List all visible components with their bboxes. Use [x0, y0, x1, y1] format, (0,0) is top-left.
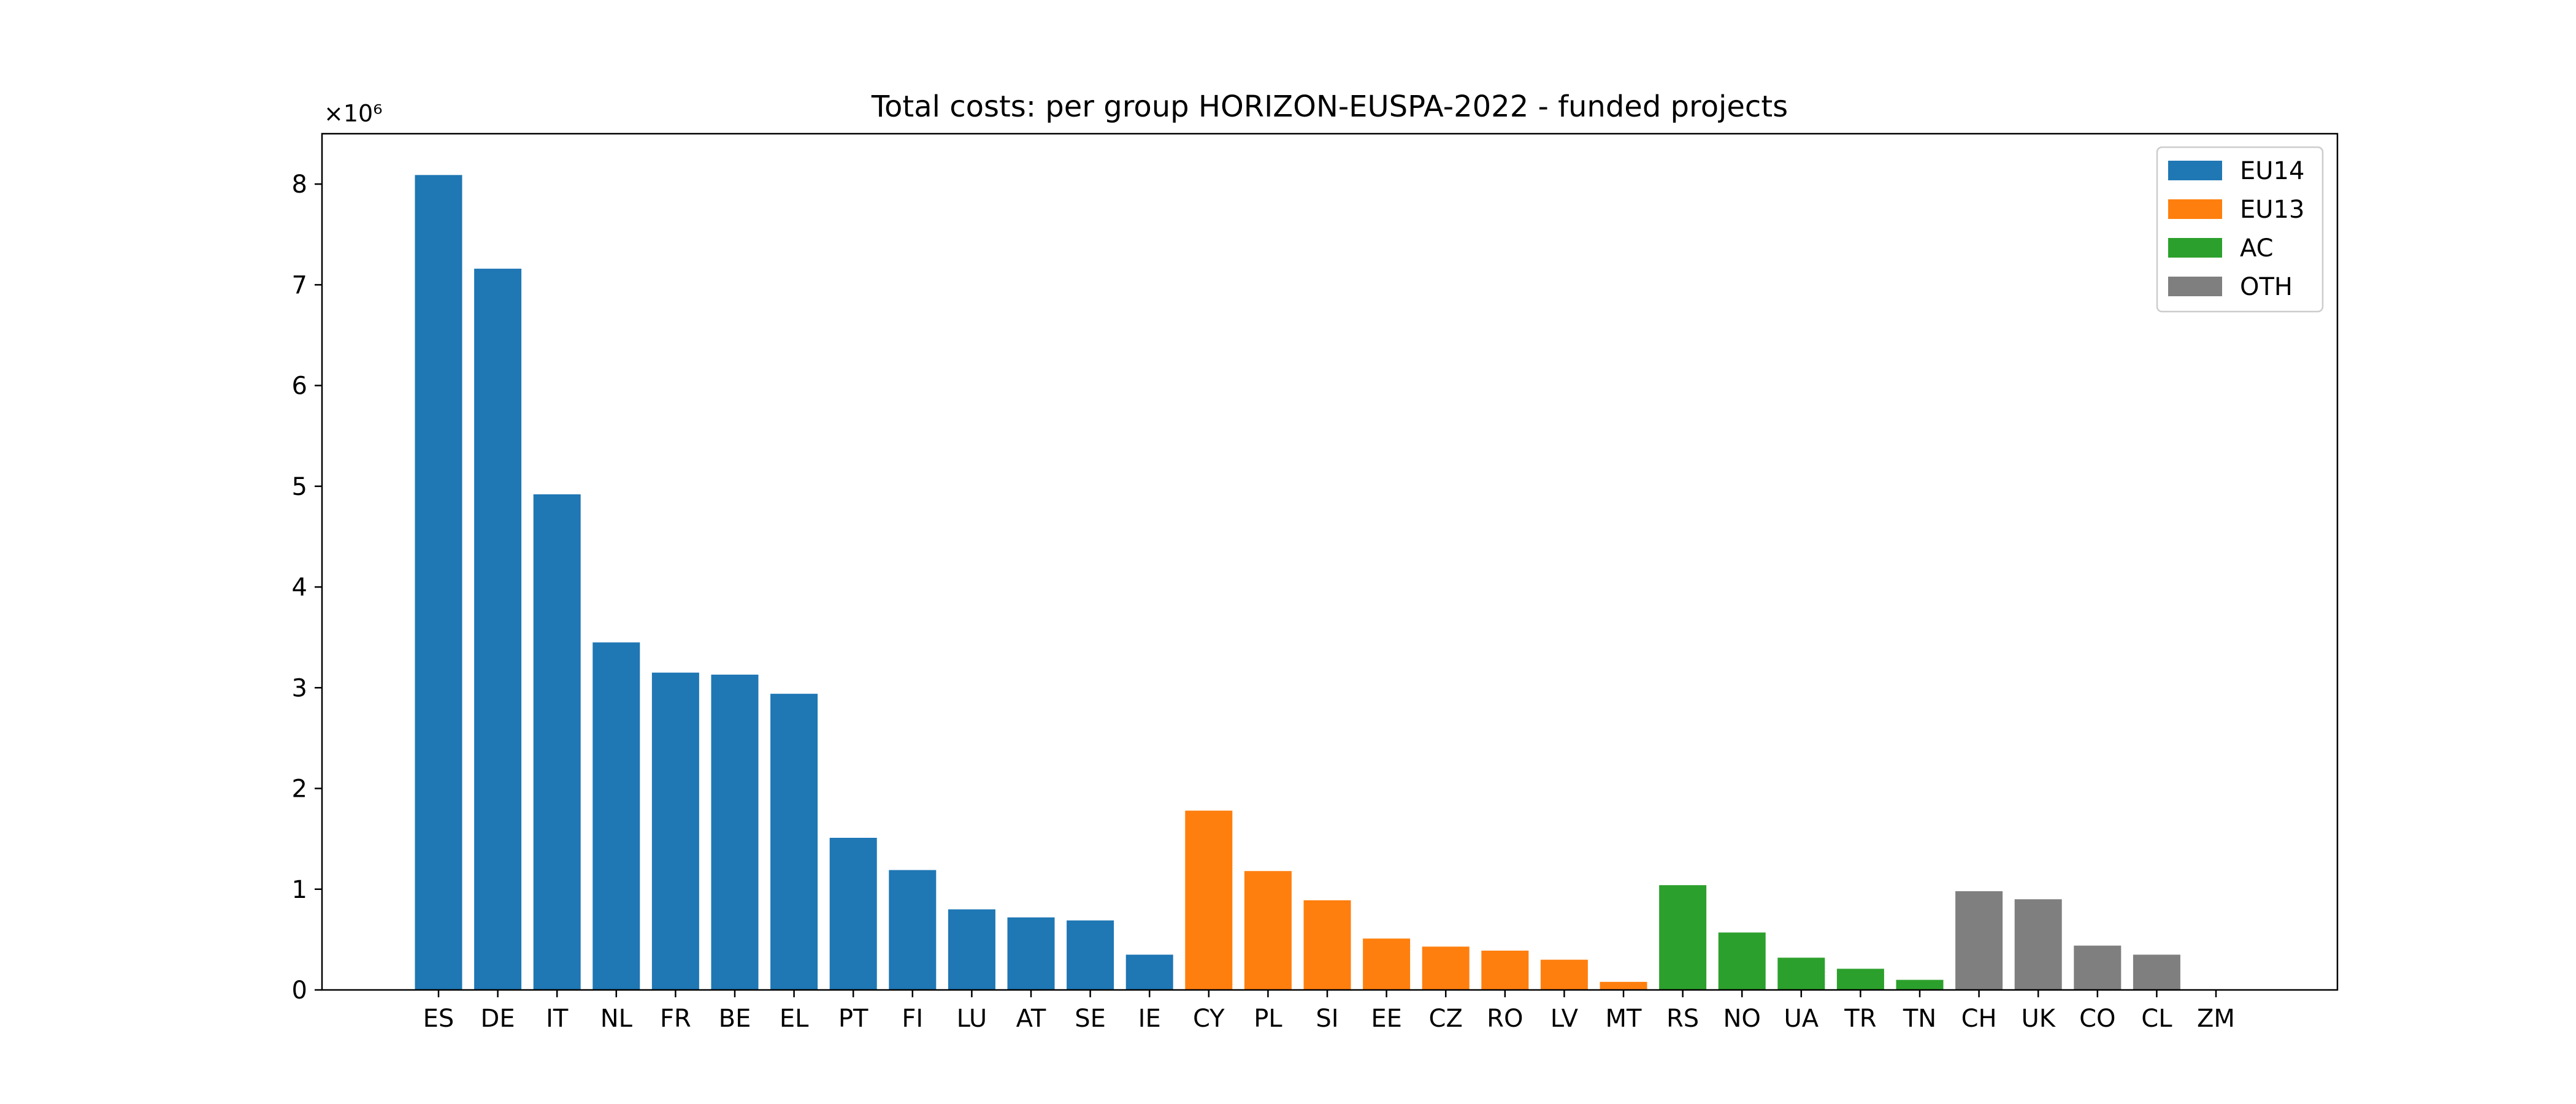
bar-ro: [1481, 950, 1529, 990]
bars: [415, 175, 2180, 991]
legend-swatch-ac: [2168, 238, 2222, 258]
y-tick-label: 5: [292, 473, 307, 501]
bar-ie: [1125, 954, 1173, 990]
y-tick-label: 0: [292, 976, 307, 1005]
bar-de: [474, 269, 522, 990]
bar-pt: [829, 838, 877, 990]
x-tick-label: ZM: [2197, 1005, 2235, 1033]
bar-es: [415, 175, 462, 991]
x-tick-label: RS: [1666, 1005, 1699, 1033]
y-axis-scale-label: ×10⁶: [324, 100, 382, 127]
x-tick-label: DE: [481, 1005, 515, 1033]
legend-swatch-eu14: [2168, 161, 2222, 180]
bar-uk: [2014, 899, 2062, 990]
bar-lv: [1540, 959, 1588, 990]
bar-at: [1007, 917, 1055, 990]
legend-label-eu13: EU13: [2240, 196, 2304, 224]
x-tick-label: RO: [1487, 1005, 1523, 1033]
legend-swatch-eu13: [2168, 199, 2222, 219]
x-tick-label: BE: [719, 1005, 751, 1033]
x-tick-label: CY: [1193, 1005, 1225, 1033]
bar-fr: [651, 672, 699, 990]
bar-pl: [1244, 871, 1292, 990]
bar-no: [1718, 932, 1766, 990]
x-tick-label: CO: [2079, 1005, 2115, 1033]
x-tick-label: TR: [1844, 1005, 1876, 1033]
y-tick-label: 6: [292, 372, 307, 401]
x-tick-label: LU: [957, 1005, 987, 1033]
bar-it: [533, 494, 581, 990]
bar-ee: [1363, 938, 1411, 990]
x-tick-label: CZ: [1429, 1005, 1463, 1033]
y-axis: 0 1 2 3 4 5 6 7 8: [292, 171, 322, 1005]
x-tick-label: CH: [1961, 1005, 1997, 1033]
legend-label-eu14: EU14: [2240, 157, 2304, 185]
bar-cl: [2133, 954, 2180, 990]
x-tick-label: CL: [2141, 1005, 2172, 1033]
legend-label-ac: AC: [2240, 234, 2274, 263]
x-tick-label: PT: [838, 1005, 868, 1033]
x-tick-label: EL: [780, 1005, 809, 1033]
x-tick-label: IE: [1138, 1005, 1161, 1033]
y-tick-label: 4: [292, 573, 307, 602]
bar-nl: [592, 642, 640, 990]
chart-title: Total costs: per group HORIZON-EUSPA-202…: [871, 90, 1788, 124]
legend-box: [2156, 146, 2324, 313]
x-tick-label: IT: [546, 1005, 569, 1033]
bar-be: [711, 674, 759, 990]
y-tick-label: 2: [292, 775, 307, 803]
bar-el: [770, 694, 818, 990]
x-tick-label: EE: [1371, 1005, 1402, 1033]
x-tick-label: FR: [660, 1005, 691, 1033]
bar-lu: [948, 909, 995, 990]
legend: EU14 EU13 AC OTH: [2156, 146, 2324, 313]
x-tick-label: MT: [1606, 1005, 1643, 1033]
legend-label-oth: OTH: [2240, 273, 2293, 301]
x-tick-label: NL: [600, 1005, 633, 1033]
x-tick-label: AT: [1016, 1005, 1046, 1033]
bar-co: [2074, 945, 2122, 990]
y-tick-label: 8: [292, 171, 307, 199]
legend-swatch-oth: [2168, 277, 2222, 296]
x-tick-label: NO: [1723, 1005, 1760, 1033]
y-tick-label: 3: [292, 674, 307, 702]
x-tick-label: LV: [1551, 1005, 1579, 1033]
x-tick-label: PL: [1254, 1005, 1282, 1033]
x-tick-label: UA: [1784, 1005, 1819, 1033]
plot-frame: [321, 132, 2339, 991]
y-tick-label: 1: [292, 876, 307, 904]
bar-tn: [1896, 979, 1944, 990]
x-tick-label: FI: [902, 1005, 923, 1033]
bar-fi: [889, 870, 937, 990]
x-tick-label: ES: [423, 1005, 454, 1033]
bar-cy: [1185, 810, 1233, 990]
bar-ua: [1777, 957, 1825, 990]
bar-tr: [1836, 968, 1884, 990]
bar-mt: [1600, 981, 1647, 990]
bar-cz: [1422, 946, 1470, 990]
x-tick-label: SI: [1316, 1005, 1338, 1033]
x-tick-label: SE: [1075, 1005, 1106, 1033]
bar-rs: [1659, 885, 1707, 990]
bar-se: [1067, 920, 1114, 990]
x-tick-label: UK: [2021, 1005, 2056, 1033]
bar-si: [1303, 900, 1351, 990]
x-tick-label: TN: [1903, 1005, 1936, 1033]
x-axis: ES DE IT NL FR BE EL PT FI LU AT SE IE CY PL SI EE CZ RO LV…: [423, 990, 2235, 1033]
y-tick-label: 7: [292, 271, 307, 299]
bar-ch: [1955, 891, 2003, 990]
